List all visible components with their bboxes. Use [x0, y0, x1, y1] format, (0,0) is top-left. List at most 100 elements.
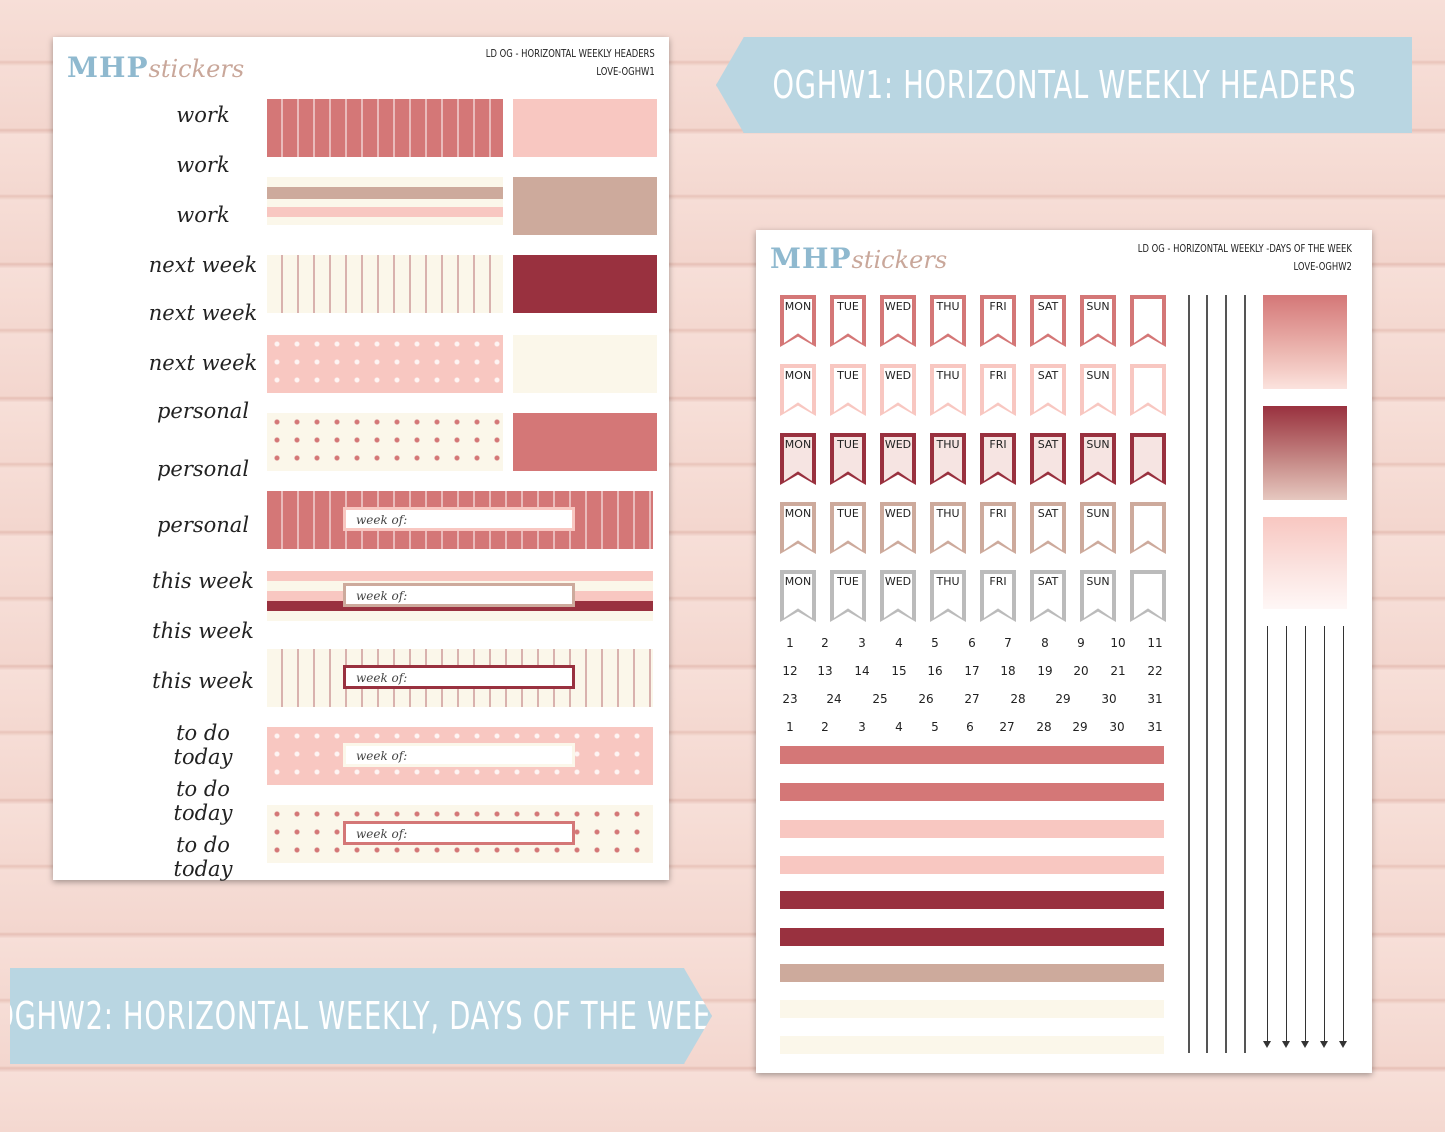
- label-personal-3: personal: [156, 513, 250, 537]
- header-band-hearts-blush: [267, 335, 503, 393]
- bar-wine-1: [780, 891, 1164, 909]
- date-number: 23: [782, 692, 798, 706]
- day-flag-label: TUE: [834, 299, 862, 343]
- day-flag-label: TUE: [834, 437, 862, 481]
- day-flag-label: TUE: [834, 506, 862, 550]
- sheet-header: LD OG - HORIZONTAL WEEKLY HEADERS LOVE-O…: [486, 45, 655, 81]
- week-of-box: week of:: [343, 583, 575, 607]
- vertical-line-2: [1206, 295, 1208, 1053]
- date-number: 7: [1004, 636, 1012, 650]
- label-this-week-3: this week: [152, 669, 254, 693]
- sheet-title: LD OG - HORIZONTAL WEEKLY HEADERS: [486, 47, 655, 60]
- date-number: 11: [1147, 636, 1163, 650]
- day-flag-label: MON: [784, 368, 812, 412]
- brand-main: MHP: [770, 242, 852, 275]
- day-flag-thu: THU: [930, 364, 966, 416]
- brand-sub: stickers: [851, 246, 948, 274]
- label-next-week-3: next week: [148, 351, 258, 375]
- week-of-box: week of:: [343, 665, 575, 689]
- arrow-down-1: [1263, 626, 1271, 1048]
- date-number: 9: [1077, 636, 1085, 650]
- swatch-blush: [513, 99, 657, 157]
- week-band-2: week of:: [267, 571, 653, 621]
- arrow-down-2: [1282, 626, 1290, 1048]
- day-flag-sat: SAT: [1030, 433, 1066, 485]
- label-this-week-1: this week: [152, 569, 254, 593]
- day-flag-label: FRI: [984, 574, 1012, 618]
- day-flag-label: FRI: [984, 368, 1012, 412]
- arrow-down-4: [1320, 626, 1328, 1048]
- date-number: 31: [1147, 720, 1163, 734]
- day-flag-label: SUN: [1084, 437, 1112, 481]
- week-band-4: week of:: [267, 727, 653, 785]
- day-flag-label: MON: [784, 506, 812, 550]
- dot-strip-right: [109, 99, 135, 865]
- day-flag-label: THU: [934, 437, 962, 481]
- date-number: 3: [858, 636, 866, 650]
- date-number: 25: [872, 692, 888, 706]
- date-number: 31: [1147, 692, 1163, 706]
- day-flag-label: WED: [884, 299, 912, 343]
- header-band-love-cream: [267, 255, 503, 313]
- day-flag-label: SAT: [1034, 299, 1062, 343]
- header-band-stripes: [267, 177, 503, 225]
- day-flag-label: WED: [884, 506, 912, 550]
- date-number: 12: [782, 664, 798, 678]
- date-number: 10: [1110, 636, 1126, 650]
- day-flag-mon: MON: [780, 433, 816, 485]
- gradient-blush: [1263, 517, 1347, 609]
- brand-sub: stickers: [148, 55, 245, 83]
- arrow-down-5: [1339, 626, 1347, 1048]
- label-personal-2: personal: [156, 457, 250, 481]
- day-flag-fri: FRI: [980, 570, 1016, 622]
- day-flag-sun: SUN: [1080, 433, 1116, 485]
- day-flag-mon: MON: [780, 502, 816, 554]
- day-flag-label: [1134, 368, 1162, 412]
- week-of-box: week of:: [343, 743, 575, 767]
- gradient-rose: [1263, 295, 1347, 389]
- day-flag-blank: [1130, 433, 1166, 485]
- day-flag-label: WED: [884, 368, 912, 412]
- day-flag-label: SAT: [1034, 574, 1062, 618]
- swatch-wine: [513, 255, 657, 313]
- arrow-down-3: [1301, 626, 1309, 1048]
- date-number: 29: [1072, 720, 1088, 734]
- date-number: 1: [786, 720, 794, 734]
- day-flag-blank: [1130, 364, 1166, 416]
- date-number: 2: [821, 636, 829, 650]
- date-number: 18: [1000, 664, 1016, 678]
- bar-blush-1: [780, 820, 1164, 838]
- date-number: 21: [1110, 664, 1126, 678]
- date-number: 3: [858, 720, 866, 734]
- date-number: 24: [826, 692, 842, 706]
- swatch-taupe: [513, 177, 657, 235]
- day-flag-fri: FRI: [980, 433, 1016, 485]
- date-number: 28: [1036, 720, 1052, 734]
- day-flag-label: TUE: [834, 368, 862, 412]
- day-flag-label: FRI: [984, 506, 1012, 550]
- day-flag-label: MON: [784, 437, 812, 481]
- week-band-3: week of:: [267, 649, 653, 707]
- label-to-do-today-3: to do today: [173, 833, 233, 881]
- label-to-do-today-2: to do today: [173, 777, 233, 825]
- banner-oghw1-text: OGHW1: HORIZONTAL WEEKLY HEADERS: [772, 63, 1356, 107]
- day-flag-label: [1134, 437, 1162, 481]
- day-flag-label: TUE: [834, 574, 862, 618]
- day-flag-label: WED: [884, 574, 912, 618]
- day-flag-label: THU: [934, 299, 962, 343]
- date-number: 27: [964, 692, 980, 706]
- date-number: 5: [931, 636, 939, 650]
- brand-main: MHP: [67, 51, 149, 84]
- date-number: 13: [817, 664, 833, 678]
- header-band-love-rose: [267, 99, 503, 157]
- day-flag-label: SUN: [1084, 506, 1112, 550]
- day-flag-label: [1134, 506, 1162, 550]
- day-flag-label: SAT: [1034, 506, 1062, 550]
- date-number: 6: [966, 720, 974, 734]
- sheet-code: LOVE-OGHW1: [596, 65, 655, 78]
- date-number: 29: [1055, 692, 1071, 706]
- vertical-line-3: [1225, 295, 1227, 1053]
- day-flag-blank: [1130, 295, 1166, 347]
- day-flag-mon: MON: [780, 295, 816, 347]
- day-flag-label: MON: [784, 299, 812, 343]
